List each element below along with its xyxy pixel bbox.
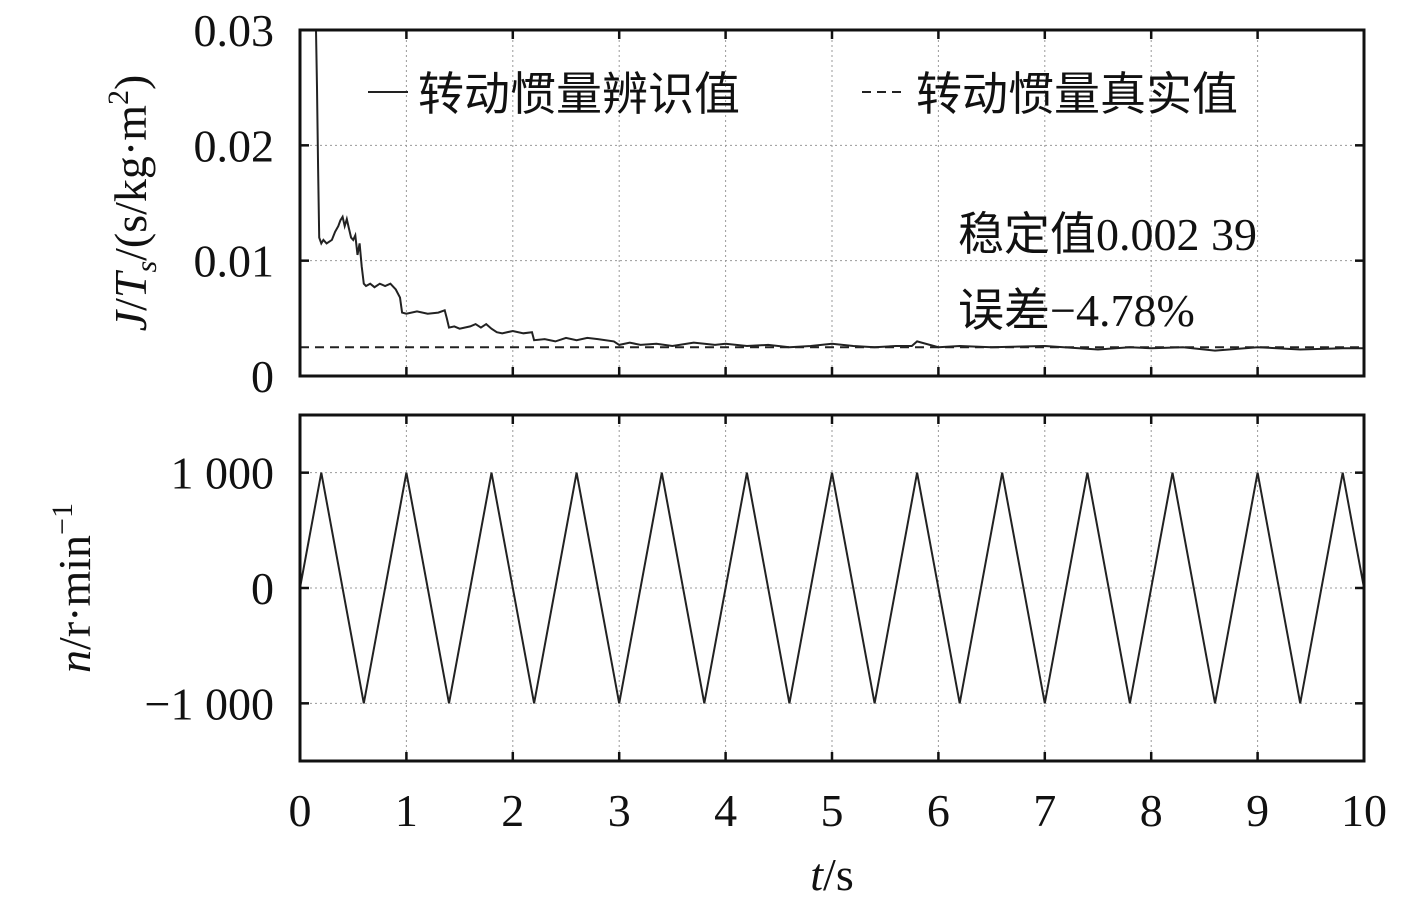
xlabel-rest: /s — [823, 849, 854, 900]
error-annotation: 误差−4.78% — [958, 285, 1195, 336]
ylabel-sup: 2 — [102, 90, 135, 105]
y-tick-label: 0 — [251, 563, 274, 614]
x-axis-label: t/s — [810, 849, 853, 900]
ylabel-close: ) — [105, 75, 156, 90]
speed-series — [299, 472, 1365, 704]
x-tick-label: 9 — [1246, 785, 1269, 836]
speed-ylabel-rest: /r·min — [49, 535, 100, 650]
speed-ylabel-n: n — [49, 650, 100, 673]
ylabel-sub: s — [130, 261, 163, 273]
y-tick-label: 0.02 — [194, 120, 275, 171]
x-tick-label: 4 — [714, 785, 737, 836]
stable-value-annotation: 稳定值0.002 39 — [958, 209, 1257, 260]
x-tick-label: 6 — [927, 785, 950, 836]
inertia-plot-frame — [298, 28, 1366, 378]
ylabel-slash: / — [105, 298, 156, 311]
y-tick-label: 0 — [251, 351, 274, 402]
y-tick-label: 0.03 — [194, 5, 275, 56]
speed-y-tick-labels: 1 000 0 −1 000 — [145, 448, 274, 730]
x-tick-label: 2 — [501, 785, 524, 836]
legend-identified-label: 转动惯量辨识值 — [418, 69, 740, 120]
speed-plot-frame — [298, 413, 1366, 763]
y-tick-label: −1 000 — [145, 678, 274, 729]
speed-chart: 1 000 0 −1 000 0 1 2 3 4 5 6 7 8 9 10 n/r·min−1 t/s — [46, 413, 1388, 900]
ylabel-j: J — [105, 308, 156, 331]
x-tick-label: 7 — [1033, 785, 1056, 836]
ylabel-rest: /(s/kg·m — [105, 105, 156, 261]
inertia-y-tick-labels: 0 0.01 0.02 0.03 — [194, 5, 275, 402]
x-tick-label: 1 — [395, 785, 418, 836]
y-tick-label: 0.01 — [194, 236, 275, 287]
speed-line — [299, 472, 1365, 704]
inertia-y-axis-label: J/Ts/(s/kg·m2) — [102, 75, 163, 332]
ylabel-t: T — [105, 269, 156, 298]
x-tick-label: 3 — [608, 785, 631, 836]
inertia-chart: 0 0.01 0.02 0.03 转动惯量辨识值 转动惯量真实值 稳定值0.002 3… — [102, 5, 1366, 402]
speed-ylabel-sup: −1 — [46, 503, 79, 535]
x-tick-label: 5 — [821, 785, 844, 836]
speed-y-axis-label: n/r·min−1 — [46, 503, 100, 673]
xlabel-t: t — [810, 849, 824, 900]
identified-inertia-line — [315, 29, 1364, 352]
y-tick-label: 1 000 — [171, 448, 275, 499]
x-tick-label: 0 — [289, 785, 312, 836]
x-tick-labels: 0 1 2 3 4 5 6 7 8 9 10 — [289, 785, 1388, 836]
inertia-series — [300, 29, 1364, 352]
x-tick-label: 8 — [1140, 785, 1163, 836]
legend-true-label: 转动惯量真实值 — [916, 69, 1238, 120]
x-tick-label: 10 — [1341, 785, 1387, 836]
speed-grid — [300, 415, 1364, 761]
inertia-grid — [300, 30, 1364, 376]
